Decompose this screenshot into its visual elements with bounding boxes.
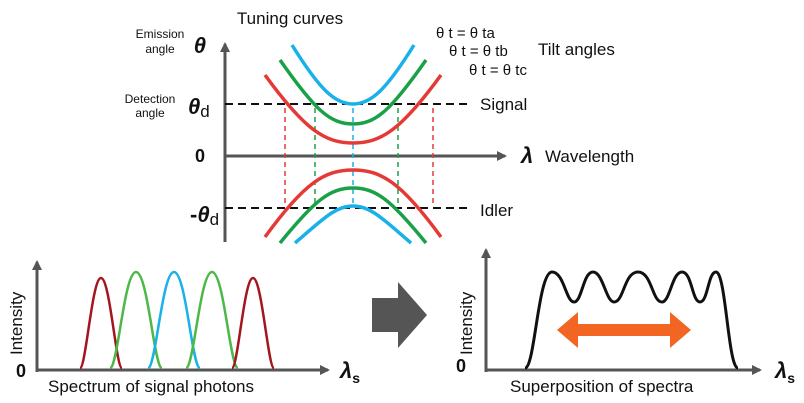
tuning-curve-a-upper: [290, 44, 416, 106]
tuning-curves-panel: Tuning curves Emission angle θ Detection…: [125, 9, 634, 245]
range-double-arrow: [557, 312, 691, 348]
theta-axis-symbol: θ: [194, 33, 206, 58]
spectrum-peak-4: [184, 270, 240, 370]
emission-label-line2: angle: [145, 42, 175, 56]
tilt-angles-label: Tilt angles: [538, 40, 615, 59]
left-lambda-s-label: λs: [339, 358, 360, 386]
wavelength-label: Wavelength: [545, 147, 634, 166]
tilt-label-c: θ t = θ tc: [469, 62, 527, 79]
tuning-curve-a-lower: [293, 204, 413, 245]
signal-spectrum-panel: Intensity 0 λs Spectrum of signal photon…: [7, 260, 360, 396]
right-zero-label: 0: [456, 356, 466, 376]
right-arrow-icon: [372, 282, 427, 348]
neg-theta-d-label: -θd: [190, 202, 219, 229]
tilt-label-b: θ t = θ tb: [449, 43, 508, 60]
idler-label: Idler: [480, 201, 513, 220]
tuning-zero-label: 0: [195, 146, 205, 166]
tuning-title: Tuning curves: [237, 9, 343, 28]
left-zero-label: 0: [16, 361, 26, 381]
theta-d-label: θd: [188, 94, 210, 121]
emission-label-line1: Emission: [136, 27, 185, 41]
right-lambda-s-label: λs: [774, 358, 795, 386]
detection-label-line2: angle: [135, 106, 165, 120]
left-intensity-label: Intensity: [7, 291, 26, 355]
signal-label: Signal: [480, 95, 527, 114]
tuning-curve-c-upper: [263, 73, 443, 145]
superposition-panel: Intensity 0 λs Superposition of spectra: [456, 248, 795, 396]
spectrum-peak-5: [230, 276, 276, 370]
tilt-label-a: θ t = θ ta: [436, 25, 495, 42]
right-caption: Superposition of spectra: [510, 377, 694, 396]
tuning-curve-b-upper: [278, 58, 428, 126]
tuning-curve-b-lower: [278, 186, 428, 245]
superposition-curve: [523, 270, 740, 370]
lambda-axis-symbol: λ: [520, 143, 533, 168]
detection-label-line1: Detection: [125, 92, 176, 106]
right-intensity-label: Intensity: [457, 291, 476, 355]
left-caption: Spectrum of signal photons: [48, 377, 254, 396]
tuning-curve-c-lower: [263, 168, 443, 239]
